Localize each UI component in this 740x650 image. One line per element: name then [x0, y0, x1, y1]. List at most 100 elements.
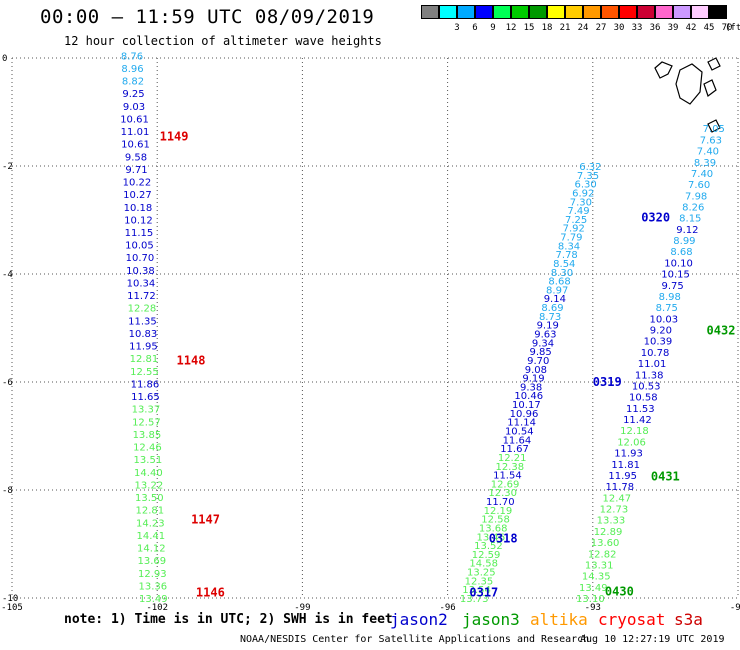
- data-point-label: 8.97: [546, 285, 568, 296]
- data-point-label: 8.68: [670, 247, 692, 258]
- data-point-label: 13.22: [135, 480, 164, 491]
- data-point-label: 9.75: [662, 281, 684, 292]
- colorbar-label: 15: [523, 23, 535, 33]
- island-outline: [675, 63, 703, 105]
- colorbar-cell: [565, 5, 583, 19]
- data-point-label: 14.40: [134, 468, 163, 479]
- data-point-label: 9.08: [525, 365, 547, 376]
- data-point-label: 11.65: [131, 392, 160, 403]
- data-point-label: 10.15: [661, 270, 690, 281]
- data-point-label: 11.64: [503, 435, 532, 446]
- data-point-label: 10.61: [120, 114, 149, 125]
- data-point-label: 8.34: [558, 241, 580, 252]
- data-point-label: 13.49: [579, 583, 608, 594]
- data-point-label: 9.19: [537, 321, 559, 332]
- data-point-label: 12.82: [588, 549, 617, 560]
- data-point-label: 11.14: [507, 418, 536, 429]
- data-point-label: 8.82: [122, 77, 144, 88]
- data-point-label: 13.49: [139, 594, 168, 605]
- colorbar-cell: [529, 5, 547, 19]
- pass-time-label: 1147: [191, 513, 220, 527]
- data-point-label: 9.20: [650, 326, 672, 337]
- data-point-label: 6.30: [575, 180, 597, 191]
- x-tick-label: -90: [730, 603, 740, 613]
- x-tick-label: -96: [439, 603, 455, 613]
- data-point-label: 10.17: [512, 400, 541, 411]
- legend-s3a: s3a: [674, 610, 703, 629]
- colorbar-cell: [439, 5, 457, 19]
- data-point-label: 9.71: [125, 165, 147, 176]
- data-point-label: 7.78: [556, 250, 578, 261]
- data-point-label: 10.78: [641, 348, 670, 359]
- data-point-label: 11.67: [500, 444, 529, 455]
- colorbar-cell: [493, 5, 511, 19]
- colorbar-cell: [583, 5, 601, 19]
- data-point-label: 10.83: [129, 329, 158, 340]
- colorbar-cell: [511, 5, 529, 19]
- colorbar-cell: [637, 5, 655, 19]
- data-point-label: 11.01: [638, 359, 667, 370]
- data-point-label: 13.51: [134, 455, 163, 466]
- data-point-label: 7.49: [567, 206, 589, 217]
- colorbar-label: 18: [541, 23, 553, 33]
- data-point-label: 13.73: [460, 594, 489, 605]
- data-point-label: 9.03: [123, 102, 145, 113]
- pass-time-label: 1149: [160, 129, 189, 143]
- data-point-label: 7.98: [685, 191, 707, 202]
- x-tick-label: -102: [146, 603, 168, 613]
- data-point-label: 11.95: [608, 471, 637, 482]
- data-point-label: 12.28: [128, 304, 157, 315]
- colorbar-label: 30: [613, 23, 625, 33]
- data-point-label: 12.18: [620, 426, 649, 437]
- pass-time-label: 0431: [651, 470, 680, 484]
- pass-time-label: 1148: [177, 353, 206, 367]
- data-point-label: 13.31: [585, 560, 614, 571]
- data-point-label: 14.58: [469, 559, 498, 570]
- data-point-label: 8.26: [682, 203, 704, 214]
- y-tick-label: -2: [2, 162, 13, 172]
- data-point-label: 13.36: [139, 581, 168, 592]
- pass-time-label: 0319: [593, 375, 622, 389]
- data-point-label: 10.10: [664, 258, 693, 269]
- data-point-label: 11.95: [129, 342, 158, 353]
- colorbar-cell: [547, 5, 565, 19]
- legend-jason3: jason3: [462, 610, 520, 629]
- data-point-label: 10.46: [514, 391, 543, 402]
- colorbar-label: 39: [667, 23, 679, 33]
- data-point-label: 10.70: [126, 253, 155, 264]
- colorbar-cell: [709, 5, 727, 19]
- colorbar-label: 45: [703, 23, 715, 33]
- colorbar-cell: [457, 5, 475, 19]
- colorbar-cell: [691, 5, 709, 19]
- island-outline: [707, 57, 721, 71]
- data-point-label: 11.53: [626, 404, 655, 415]
- data-point-label: 10.27: [123, 190, 152, 201]
- page-title: 00:00 – 11:59 UTC 08/09/2019: [40, 6, 375, 28]
- data-point-label: 8.15: [679, 214, 701, 225]
- pass-time-label: 0430: [605, 585, 634, 599]
- island-outline: [703, 79, 717, 97]
- colorbar-label: 12: [505, 23, 517, 33]
- data-point-label: 12.93: [138, 569, 167, 580]
- data-point-label: 13.69: [138, 556, 167, 567]
- data-point-label: 11.86: [131, 379, 160, 390]
- data-point-label: 10.53: [632, 381, 661, 392]
- data-point-label: 10.96: [510, 409, 539, 420]
- data-point-label: 11.01: [121, 127, 150, 138]
- data-point-label: 9.25: [122, 89, 144, 100]
- y-tick-label: -8: [2, 486, 13, 496]
- pass-time-label: 0318: [489, 532, 518, 546]
- pass-time-label: 0317: [469, 586, 498, 600]
- data-point-label: 8.68: [548, 277, 570, 288]
- data-point-label: 13.46: [476, 532, 505, 543]
- colorbar-label: 42: [685, 23, 697, 33]
- data-point-label: 8.73: [539, 312, 561, 323]
- data-point-label: 10.54: [505, 426, 534, 437]
- pass-time-label: 0432: [707, 324, 736, 338]
- data-point-label: 13.37: [132, 405, 161, 416]
- generated-timestamp: Aug 10 12:27:19 UTC 2019: [580, 634, 725, 645]
- data-point-label: 12.59: [472, 550, 501, 561]
- data-point-label: 12.06: [617, 437, 646, 448]
- legend-altika: altika: [530, 610, 588, 629]
